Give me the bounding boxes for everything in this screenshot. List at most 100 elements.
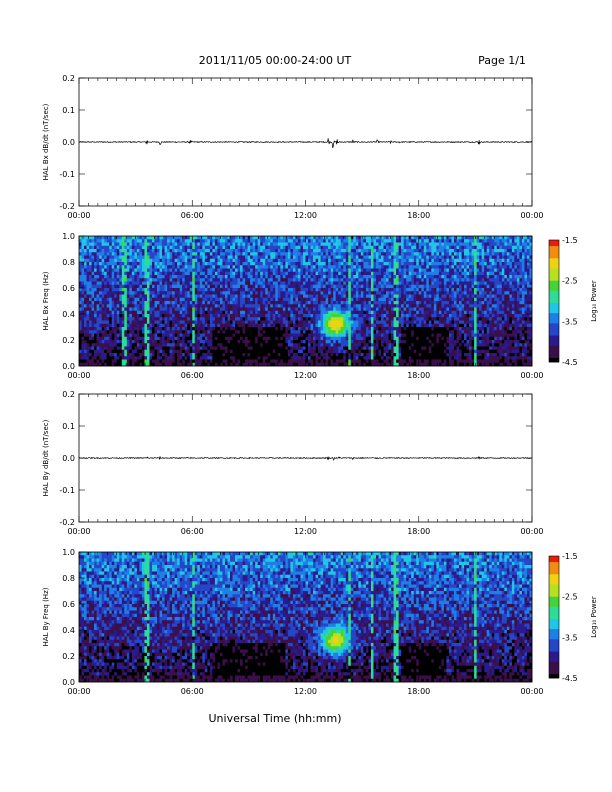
heat-cell — [438, 252, 442, 256]
heat-cell — [323, 314, 326, 318]
heat-cell — [300, 242, 304, 247]
heat-cell — [230, 288, 233, 292]
heat-cell — [114, 294, 118, 299]
heat-cell — [250, 245, 253, 250]
heat-cell — [104, 304, 107, 308]
heat-cell — [521, 252, 525, 256]
heat-cell — [184, 291, 188, 295]
heat-cell — [335, 320, 339, 325]
heat-cell — [388, 262, 392, 266]
heat-cell — [272, 310, 276, 315]
heat-cell — [328, 275, 331, 279]
heat-cell — [149, 301, 153, 305]
heat-cell — [461, 288, 465, 292]
heat-cell — [401, 307, 404, 312]
heat-cell — [365, 294, 369, 299]
heat-cell — [114, 314, 118, 318]
heat-cell — [418, 255, 422, 260]
heat-cell — [509, 262, 513, 266]
heat-cell — [340, 310, 344, 315]
heat-cell — [438, 268, 442, 273]
heat-cell — [277, 304, 281, 308]
heat-cell — [315, 284, 319, 289]
heat-cell — [436, 301, 440, 305]
heat-cell — [496, 265, 500, 269]
heat-cell — [421, 314, 425, 318]
heat-cell — [479, 291, 482, 295]
heat-cell — [406, 297, 409, 302]
heat-cell — [484, 307, 487, 312]
heat-cell — [406, 317, 409, 321]
heat-cell — [350, 242, 354, 247]
heat-cell — [396, 245, 399, 250]
heat-cell — [114, 301, 118, 305]
heat-cell — [355, 255, 359, 260]
heat-cell — [197, 249, 201, 253]
heat-cell — [501, 249, 505, 253]
heat-cell — [370, 301, 374, 305]
heat-cell — [250, 262, 253, 266]
heat-cell — [212, 242, 216, 247]
heat-cell — [126, 314, 130, 318]
heat-cell — [154, 314, 158, 318]
heat-cell — [79, 262, 82, 266]
heat-cell — [174, 255, 178, 260]
heat-cell — [368, 236, 372, 240]
heat-cell — [328, 255, 331, 260]
heat-cell — [496, 288, 500, 292]
heat-cell — [81, 294, 85, 299]
heat-cell — [333, 255, 336, 260]
heat-cell — [260, 317, 264, 321]
heat-cell — [484, 262, 487, 266]
heat-cell — [240, 255, 243, 260]
heat-cell — [325, 320, 329, 325]
heat-cell — [396, 255, 399, 260]
heat-cell — [275, 239, 279, 243]
heat-cell — [111, 294, 115, 299]
heat-cell — [398, 301, 402, 305]
heat-cell — [338, 284, 342, 289]
heat-cell — [169, 255, 173, 260]
heat-cell — [255, 265, 258, 269]
heat-cell — [413, 252, 417, 256]
heat-cell — [378, 304, 382, 308]
heat-cell — [453, 275, 457, 279]
heat-cell — [401, 239, 404, 243]
heat-cell — [328, 304, 331, 308]
heat-cell — [287, 245, 291, 250]
heat-cell — [318, 236, 321, 240]
heat-cell — [491, 297, 495, 302]
heat-cell — [320, 275, 324, 279]
heat-cell — [272, 265, 276, 269]
heat-cell — [242, 275, 246, 279]
heat-cell — [242, 268, 246, 273]
heat-cell — [297, 245, 301, 250]
heat-cell — [252, 307, 256, 312]
heat-cell — [287, 310, 291, 315]
heat-cell — [172, 271, 175, 276]
heat-cell — [275, 320, 279, 325]
heat-cell — [368, 268, 372, 273]
heat-cell — [242, 239, 246, 243]
heat-cell — [162, 278, 165, 282]
heat-cell — [494, 271, 498, 276]
heat-cell — [207, 307, 211, 312]
heat-cell — [386, 294, 389, 299]
heat-cell — [262, 255, 266, 260]
heat-cell — [139, 258, 143, 263]
heat-cell — [330, 258, 334, 263]
heat-cell — [285, 307, 289, 312]
heat-cell — [106, 275, 110, 279]
heat-cell — [441, 242, 445, 247]
heat-cell — [461, 281, 465, 286]
heat-cell — [282, 245, 286, 250]
heat-cell — [428, 271, 432, 276]
heat-cell — [101, 284, 105, 289]
heat-cell — [277, 288, 281, 292]
heat-cell — [479, 242, 482, 247]
heat-cell — [464, 301, 467, 305]
heat-cell — [461, 271, 465, 276]
heat-cell — [262, 249, 266, 253]
heat-cell — [481, 239, 485, 243]
heat-cell — [129, 236, 133, 240]
